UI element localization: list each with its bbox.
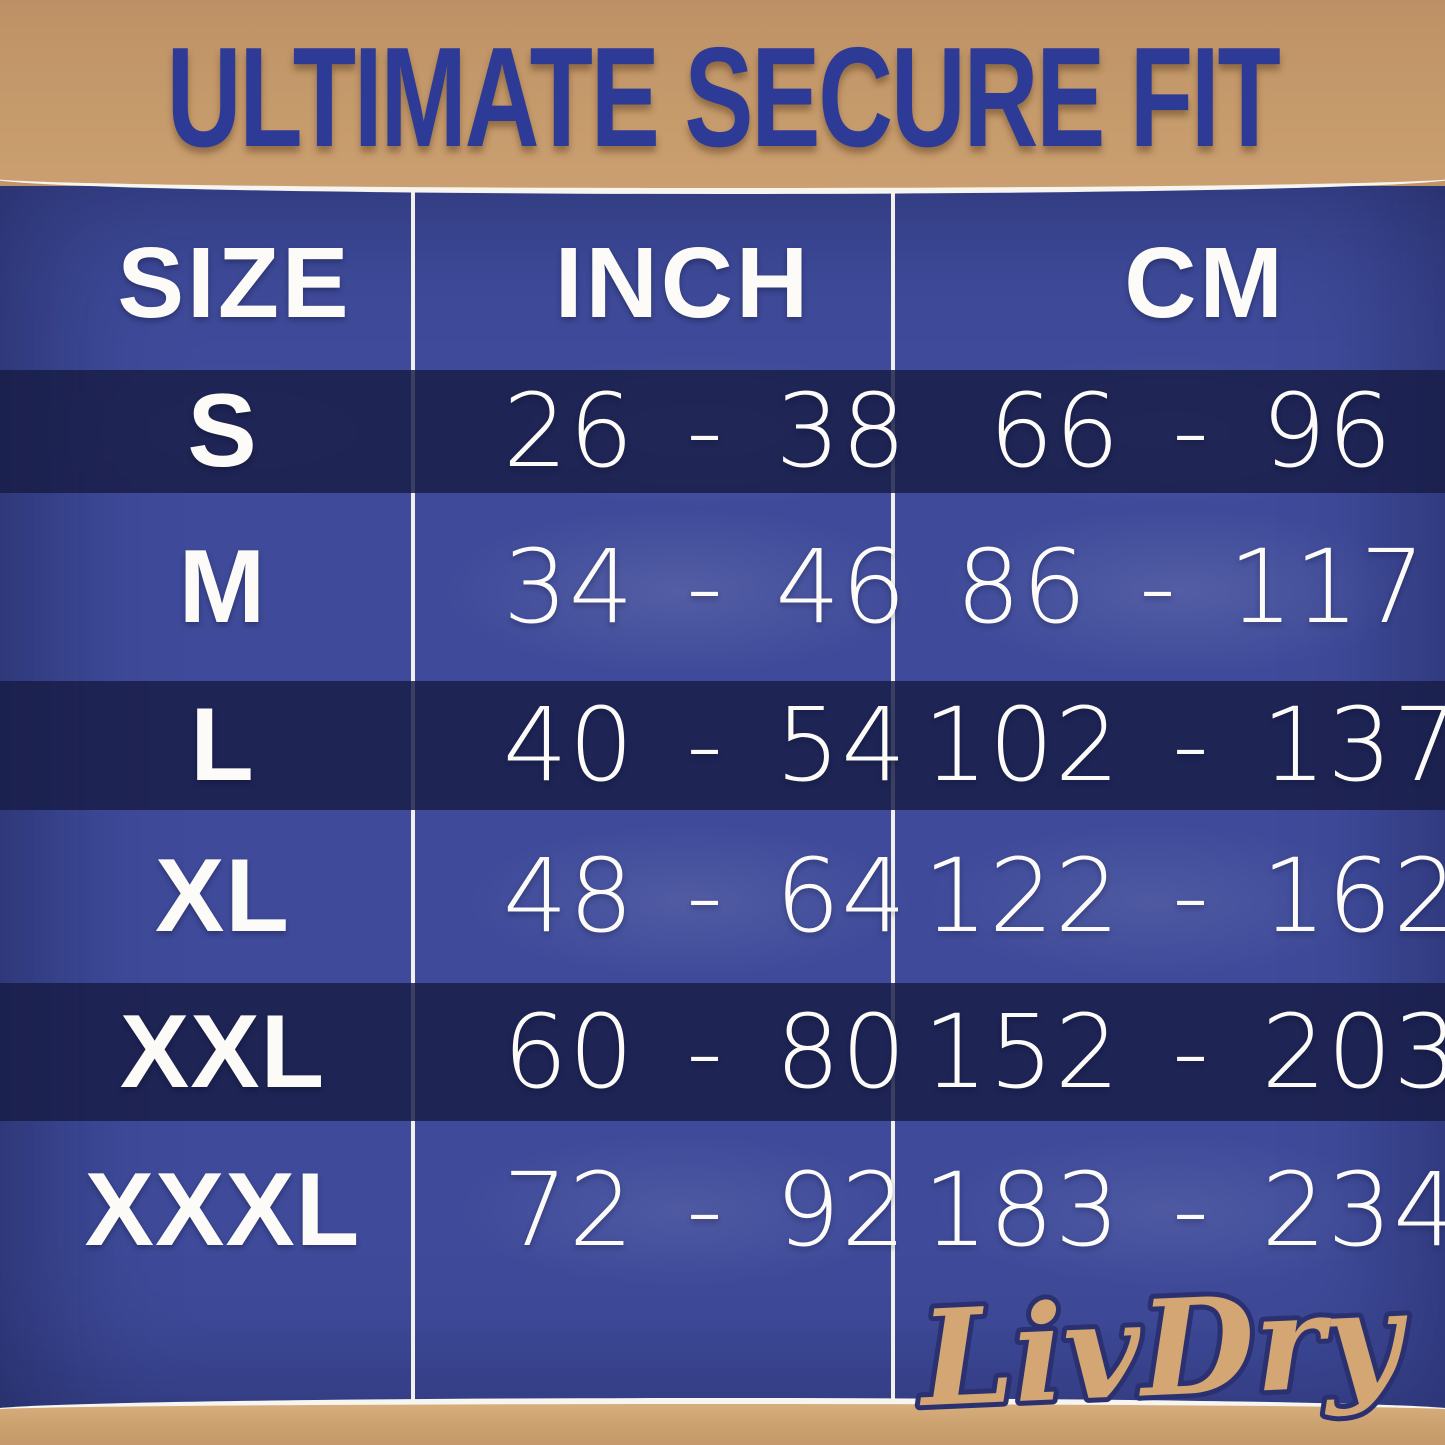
- inch-value: 60 - 80: [502, 992, 908, 1112]
- table-row: M 34 - 46 86 - 117: [0, 493, 1445, 681]
- size-cell: S: [0, 370, 413, 493]
- inch-value: 40 - 54: [502, 686, 908, 805]
- cm-value: 183 - 234: [922, 1150, 1445, 1270]
- table-row: S 26 - 38 66 - 96: [0, 370, 1445, 493]
- livdry-brand-logo: LivDry: [908, 1256, 1417, 1442]
- bottom-banner: [0, 1398, 1445, 1445]
- size-value: XL: [155, 838, 290, 954]
- inch-cell: 48 - 64: [413, 810, 906, 983]
- column-label-cm: CM: [1124, 226, 1286, 339]
- size-value: S: [187, 373, 258, 489]
- brand-logo-text: LivDry: [913, 1261, 1412, 1437]
- cm-cell: 86 - 117: [893, 493, 1445, 681]
- cm-cell: 122 - 162: [893, 810, 1445, 983]
- table-row: XXL 60 - 80 152 - 203: [0, 983, 1445, 1121]
- inch-cell: 60 - 80: [413, 983, 906, 1121]
- size-value: M: [178, 528, 267, 645]
- cm-cell: 66 - 96: [893, 370, 1445, 493]
- table-row: XL 48 - 64 122 - 162: [0, 810, 1445, 983]
- size-cell: XXL: [0, 983, 413, 1121]
- cm-cell: 152 - 203: [893, 983, 1445, 1121]
- table-row: XXXL 72 - 92 183 - 234: [0, 1121, 1445, 1299]
- inch-cell: 72 - 92: [413, 1121, 906, 1299]
- table-header-row: SIZE INCH CM: [0, 196, 1445, 370]
- header-cell-cm: CM: [893, 196, 1445, 370]
- size-cell: XL: [0, 810, 413, 983]
- size-cell: M: [0, 493, 413, 681]
- inch-cell: 40 - 54: [413, 681, 906, 810]
- cm-value: 102 - 137: [922, 686, 1445, 805]
- inch-value: 34 - 46: [502, 527, 908, 647]
- cm-cell: 183 - 234: [893, 1121, 1445, 1299]
- size-value: XXL: [119, 993, 326, 1110]
- inch-value: 72 - 92: [502, 1150, 908, 1270]
- cm-value: 122 - 162: [922, 837, 1445, 956]
- column-label-size: SIZE: [117, 226, 352, 339]
- inch-value: 48 - 64: [502, 837, 908, 956]
- inch-cell: 34 - 46: [413, 493, 906, 681]
- top-banner: ULTIMATE SECURE FIT: [0, 0, 1445, 194]
- cm-cell: 102 - 137: [893, 681, 1445, 810]
- size-value: L: [190, 687, 255, 803]
- inch-cell: 26 - 38: [413, 370, 906, 493]
- inch-value: 26 - 38: [502, 372, 908, 491]
- size-value: XXXL: [84, 1151, 361, 1268]
- table-row: L 40 - 54 102 - 137: [0, 681, 1445, 810]
- column-label-inch: INCH: [554, 226, 812, 339]
- header-cell-size: SIZE: [0, 196, 413, 370]
- cm-value: 152 - 203: [922, 992, 1445, 1112]
- cm-value: 86 - 117: [955, 527, 1427, 647]
- page-title: ULTIMATE SECURE FIT: [166, 18, 1280, 177]
- size-cell: L: [0, 681, 413, 810]
- header-cell-inch: INCH: [413, 196, 893, 370]
- size-cell: XXXL: [0, 1121, 413, 1299]
- cm-value: 66 - 96: [988, 372, 1394, 491]
